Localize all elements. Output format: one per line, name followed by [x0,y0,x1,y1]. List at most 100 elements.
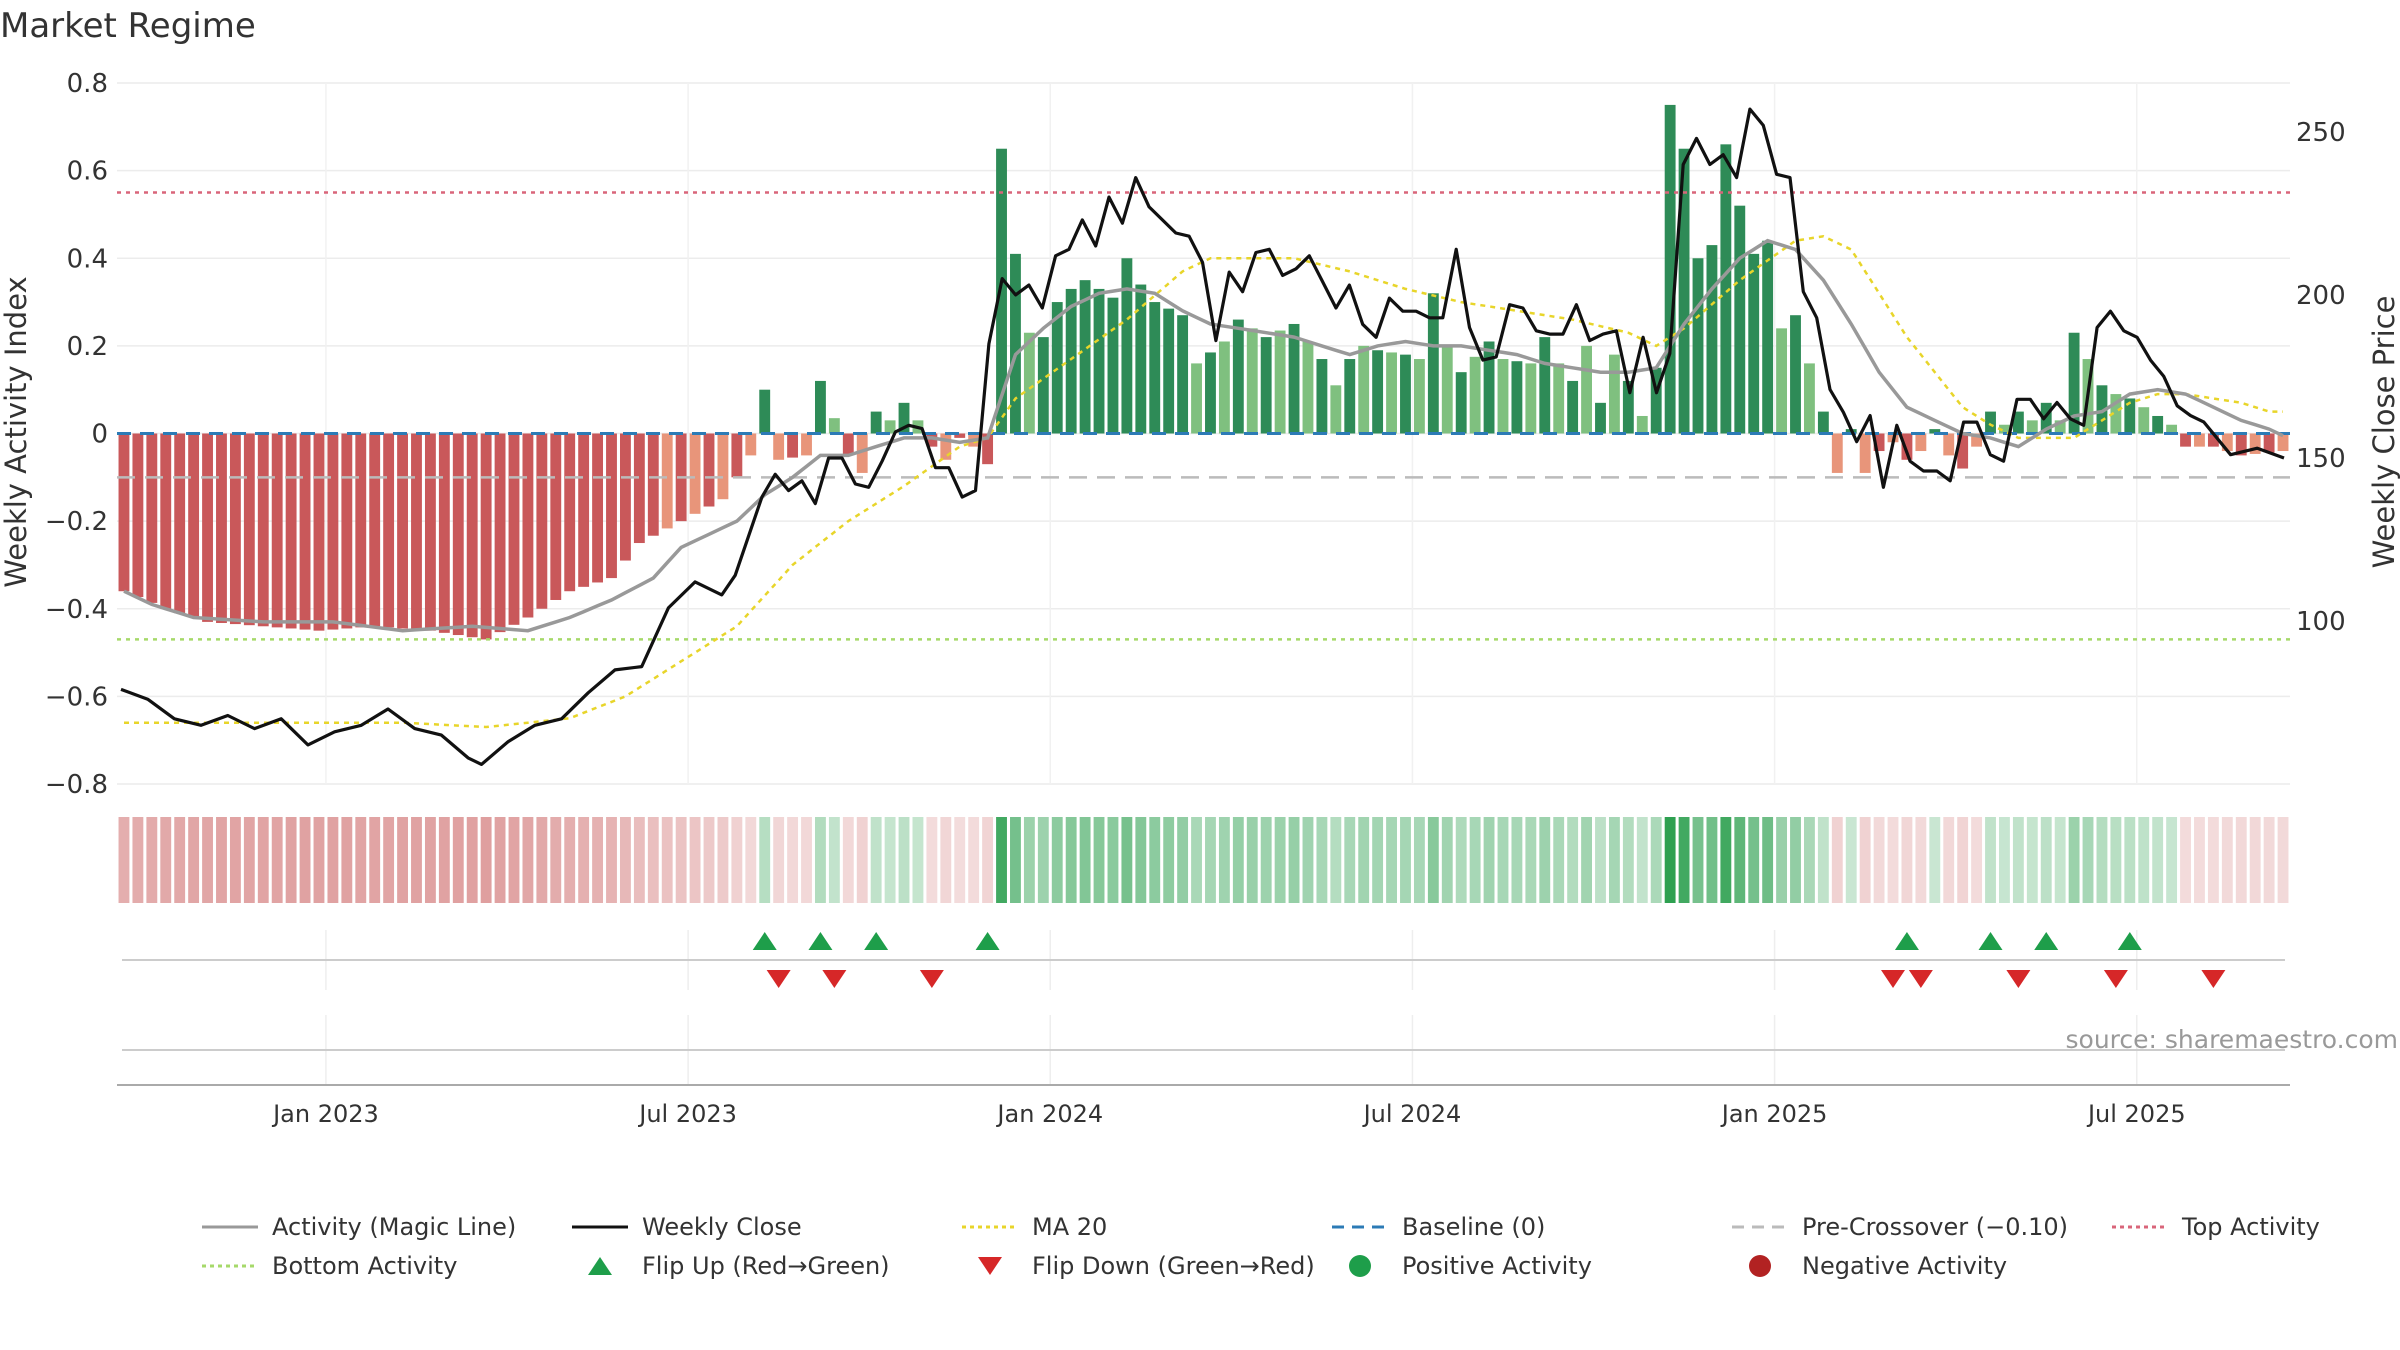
flip-markers-panel [122,930,2285,990]
heatstrip-cell [2054,817,2066,903]
activity-bar [578,433,590,587]
legend-label: Weekly Close [642,1213,802,1241]
heatstrip-cell [2068,817,2080,903]
activity-bar [1302,341,1314,434]
heatstrip-cell [1232,817,1244,903]
activity-bar [856,433,868,473]
heatstrip-cell [606,817,617,903]
heatstrip-cell [355,817,367,903]
activity-bar [466,433,478,638]
activity-bar [1497,359,1509,434]
heatstrip-cell [1650,817,1662,903]
activity-bar [940,433,952,460]
activity-bar [411,433,422,630]
activity-bar [759,389,771,434]
activity-bar [2054,420,2066,434]
legend-swatch [1749,1255,1771,1277]
heatstrip-cell [1553,817,1565,903]
heatstrip-cell [2124,817,2136,903]
activity-bar [1121,258,1133,434]
activity-bar [1581,345,1592,434]
y-axis-label-left: Weekly Activity Index [0,276,33,587]
activity-bar [438,433,450,633]
activity-bar [369,433,381,627]
heatstrip-cell [982,817,994,903]
activity-bar [801,433,812,456]
heatstrip-cell [174,817,186,903]
heatstrip-cell [2096,817,2108,903]
heatstrip-cell [2166,817,2178,903]
activity-bar [2012,411,2024,434]
activity-bar [982,433,994,465]
x-tick-label: Jul 2024 [1362,1100,1462,1128]
flip-down-marker [1908,970,1933,988]
activity-bar [132,433,144,598]
heatstrip-cell [341,817,353,903]
heatstrip-cell [1288,817,1300,903]
heatstrip-cell [1901,817,1913,903]
activity-bar [1873,433,1885,452]
magic-line [123,238,2284,633]
activity-bar [1093,288,1105,434]
y-tick-left: 0.8 [67,69,108,99]
activity-bar [1901,433,1913,460]
heatstrip-cell [1873,817,1885,903]
heatstrip-cell [703,817,715,903]
activity-bar [2068,332,2080,434]
heatstrip-cell [1748,817,1760,903]
activity-bar [1692,258,1704,434]
legend-item: Activity (Magic Line) [200,1212,516,1242]
heatstrip-cell [578,817,590,903]
y-tick-right: 100 [2296,607,2346,637]
activity-bar [1553,363,1565,434]
activity-bar [1859,433,1871,473]
heatstrip-cell [1720,817,1732,903]
heatstrip-cell [1149,817,1161,903]
heatstrip-cell [1051,817,1063,903]
heatstrip-cell [592,817,603,903]
heatstrip-cell [1804,817,1815,903]
activity-bar [1985,411,1996,434]
heatstrip-cell [369,817,381,903]
activity-bar [1232,319,1244,434]
activity-bar [2096,385,2108,434]
activity-bar [1065,288,1077,434]
heatstrip-cell [1358,817,1370,903]
heatstrip-cell [1260,817,1272,903]
flip-down-marker [1881,970,1906,988]
activity-bar [480,433,492,640]
activity-bar [731,433,743,478]
activity-bar [647,433,659,536]
activity-bar [1650,367,1662,434]
legend-label: Activity (Magic Line) [272,1213,517,1241]
y-tick-left: 0.6 [67,157,108,187]
heatstrip-cell [2277,817,2289,903]
heatstrip-cell [940,817,952,903]
legend-label: Flip Down (Green→Red) [1032,1252,1315,1280]
flip-down-marker [919,970,944,988]
activity-bar [1427,293,1439,434]
activity-bar [452,433,464,636]
heatstrip-cell [1400,817,1411,903]
legend-swatch [202,1264,258,1268]
activity-bar [815,380,826,434]
activity-bar [1288,323,1300,434]
activity-bar [703,433,715,507]
legend-swatch [1349,1255,1371,1277]
heatstrip-cell [1330,817,1342,903]
activity-bar [1636,415,1648,434]
y-tick-left: 0 [91,420,108,450]
activity-bar [870,411,882,434]
activity-bar [1010,253,1021,434]
activity-bar [1608,354,1620,434]
heatstrip-cell [1845,817,1857,903]
flip-up-marker [1978,932,2003,950]
activity-bar [146,433,158,603]
heatstrip-cell [1121,817,1133,903]
activity-bar [926,433,938,447]
heatstrip-cell [1608,817,1620,903]
legend-swatch [202,1225,258,1229]
activity-bar [633,433,645,544]
activity-bar [1386,352,1397,434]
activity-bar [1790,315,1801,434]
